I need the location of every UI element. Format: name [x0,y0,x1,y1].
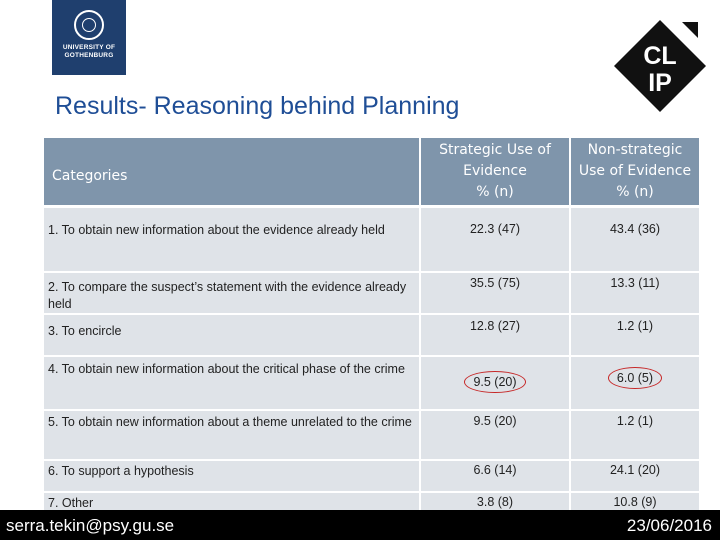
clip-logo-top-text: CL [643,42,676,70]
university-logo: UNIVERSITY OF GOTHENBURG [52,0,126,75]
header-non-strategic: Non-strategic Use of Evidence % (n) [570,138,701,208]
table-row: 3. To encircle 12.8 (27) 1.2 (1) [44,313,701,357]
row-non-strategic-value: 1.2 (1) [570,313,701,357]
row-strategic-value: 12.8 (27) [420,313,571,357]
results-table: Categories Strategic Use of Evidence % (… [44,138,701,523]
header-categories: Categories [44,138,421,208]
table-row: 4. To obtain new information about the c… [44,355,701,411]
row-category: 6. To support a hypothesis [44,459,421,493]
row-category: 1. To obtain new information about the e… [44,206,421,273]
row-category: 5. To obtain new information about a the… [44,409,421,461]
row-strategic-value: 22.3 (47) [420,206,571,273]
footer-bar: serra.tekin@psy.gu.se 23/06/2016 [0,510,720,540]
row-strategic-value: 35.5 (75) [420,271,571,315]
row-non-strategic-value: 1.2 (1) [570,409,701,461]
row-category: 2. To compare the suspect’s statement wi… [44,271,421,315]
footer-email: serra.tekin@psy.gu.se [6,516,175,535]
row-strategic-value: 6.6 (14) [420,459,571,493]
clip-logo-bottom-text: IP [648,69,672,97]
row-non-strategic-value: 24.1 (20) [570,459,701,493]
table-header-row: Categories Strategic Use of Evidence % (… [44,138,701,208]
table-row: 6. To support a hypothesis 6.6 (14) 24.1… [44,459,701,493]
row-strategic-value: 9.5 (20) [420,355,571,411]
row-strategic-value: 9.5 (20) [420,409,571,461]
footer-date: 23/06/2016 [626,516,712,535]
table-row: 5. To obtain new information about a the… [44,409,701,461]
row-non-strategic-value: 43.4 (36) [570,206,701,273]
table-row: 1. To obtain new information about the e… [44,206,701,273]
row-category: 4. To obtain new information about the c… [44,355,421,411]
clip-logo: CL IP [612,18,708,114]
university-seal-icon [74,10,104,40]
row-category: 3. To encircle [44,313,421,357]
highlight-circle: 9.5 (20) [464,370,526,393]
logo-university-text: UNIVERSITY OF [62,44,116,51]
table-row: 2. To compare the suspect’s statement wi… [44,271,701,315]
row-non-strategic-value: 6.0 (5) [570,355,701,411]
logo-city-text: GOTHENBURG [64,52,114,59]
slide-title: Results- Reasoning behind Planning [55,92,460,120]
highlight-circle: 6.0 (5) [607,366,663,389]
row-non-strategic-value: 13.3 (11) [570,271,701,315]
header-strategic: Strategic Use of Evidence % (n) [420,138,571,208]
